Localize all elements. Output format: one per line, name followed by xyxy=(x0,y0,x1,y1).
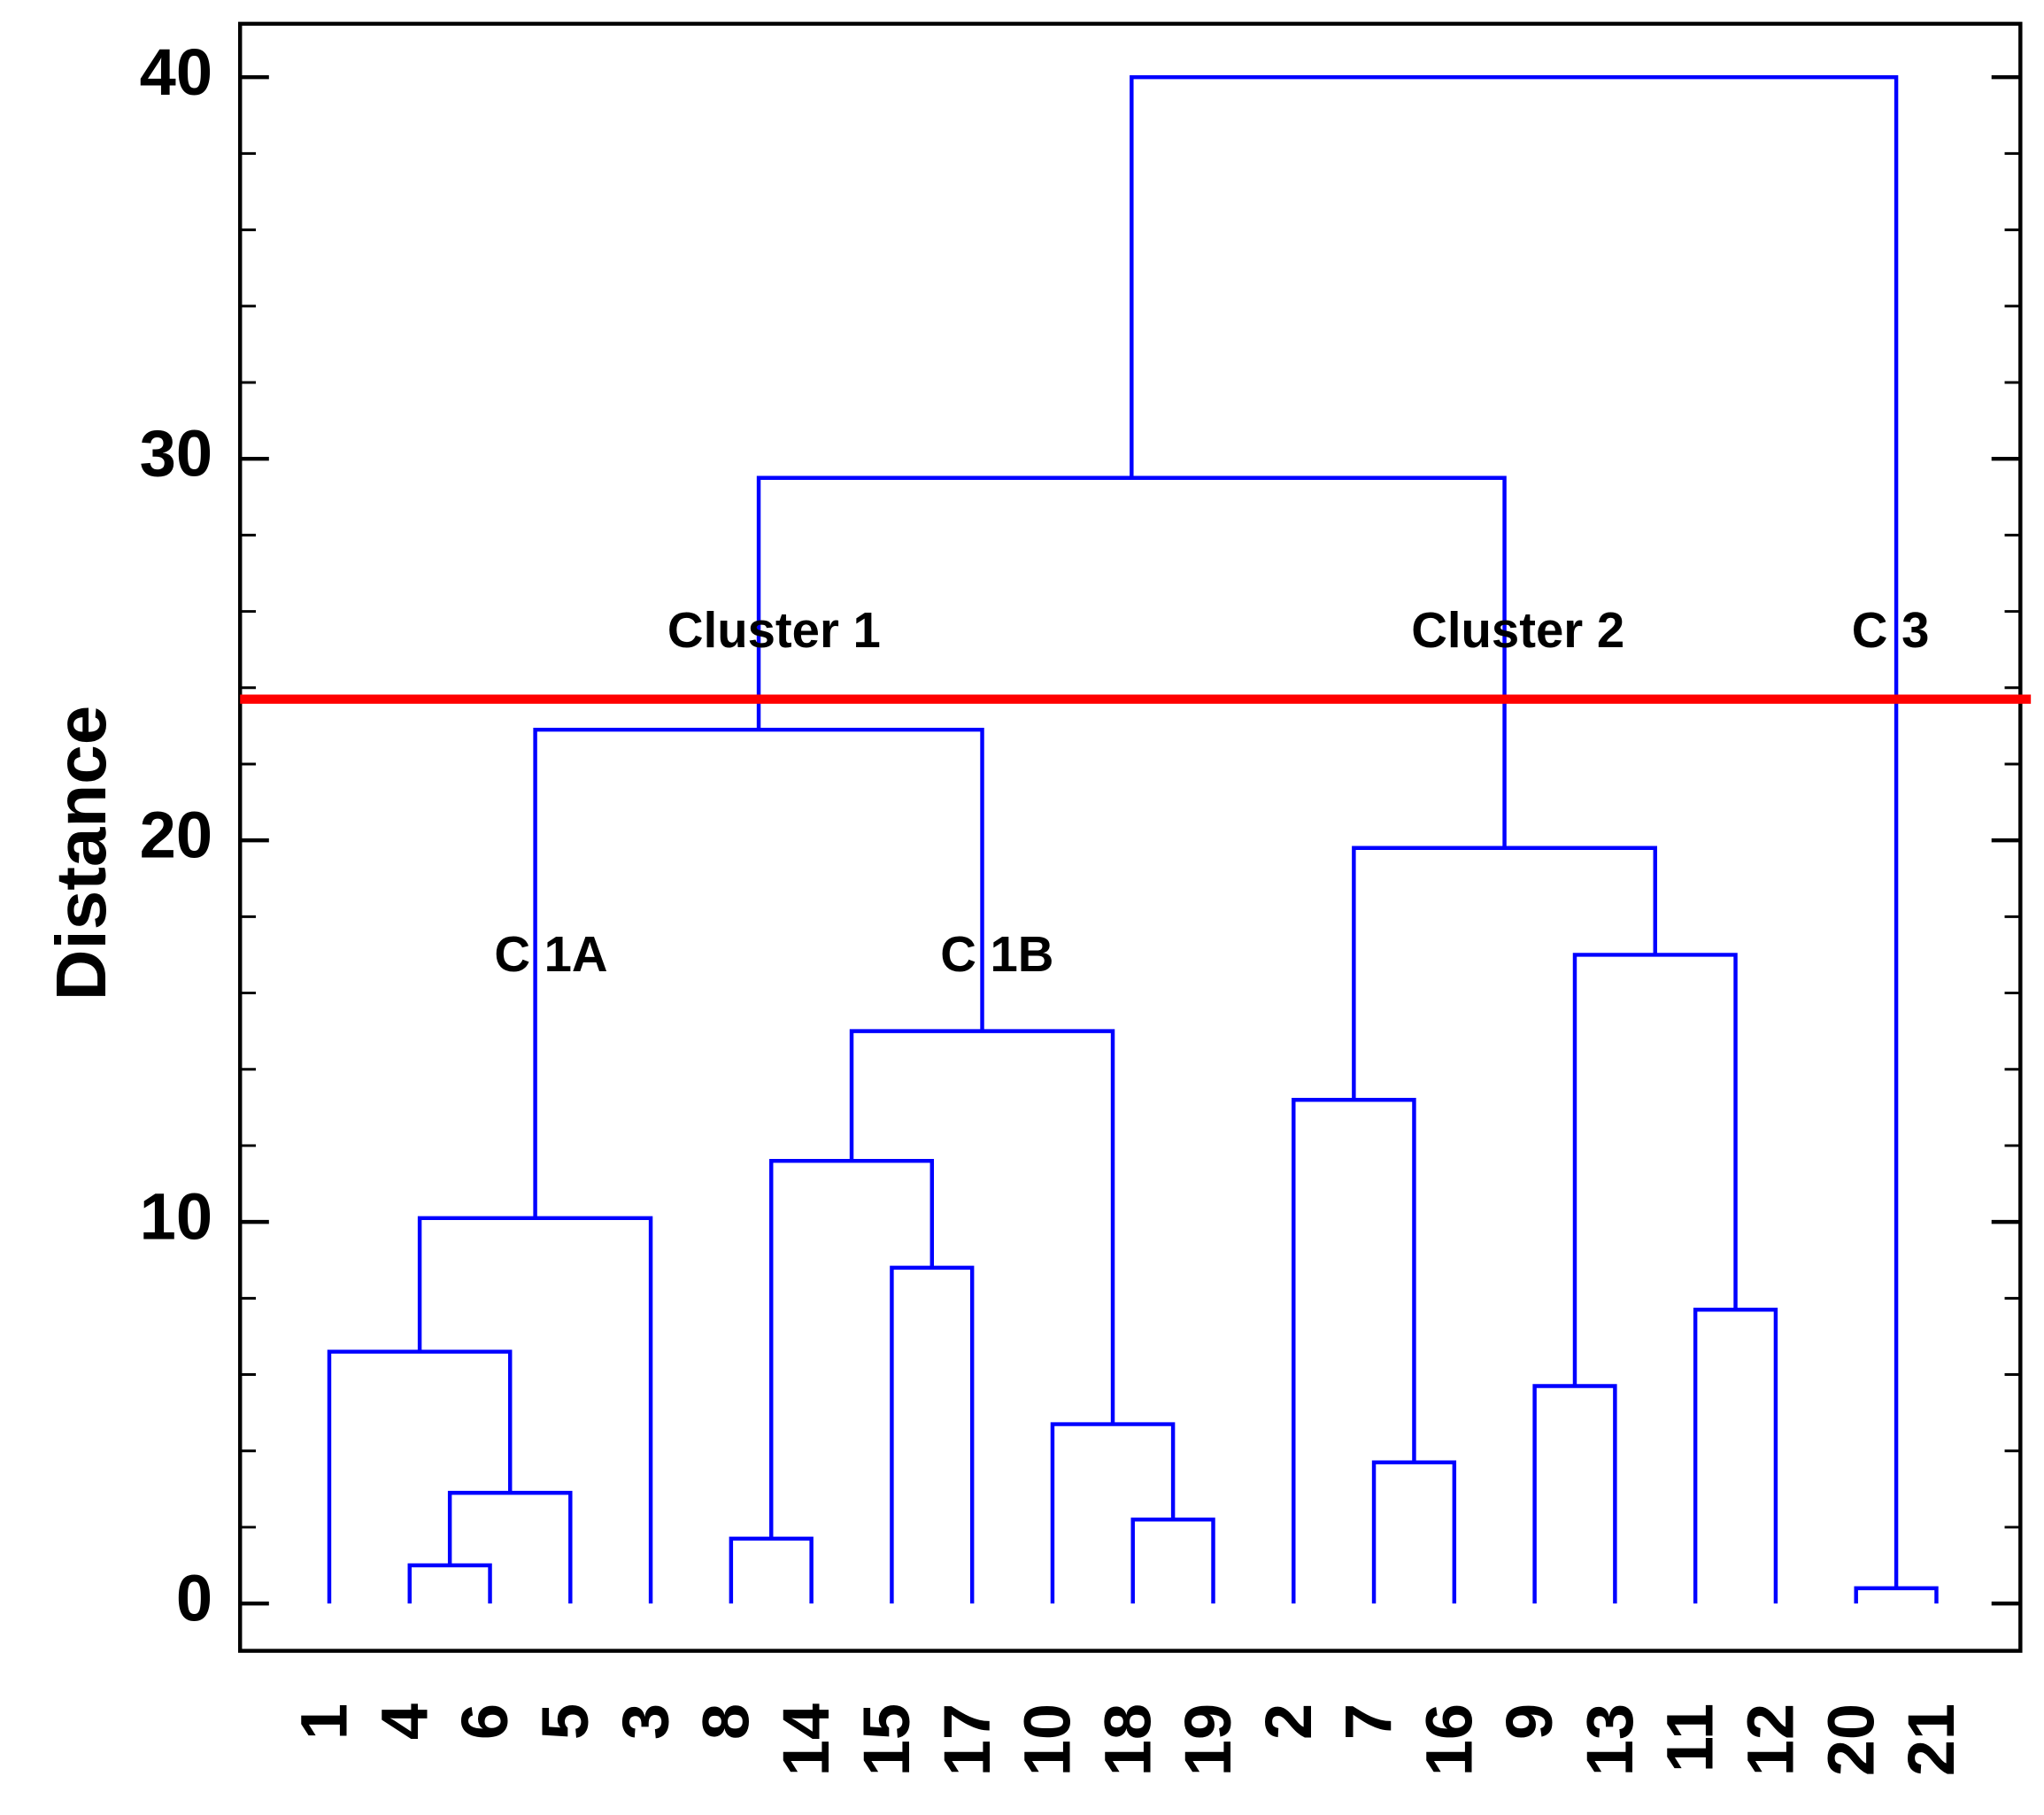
y-tick-label: 30 xyxy=(140,417,212,490)
dendrogram-link xyxy=(1371,1460,1457,1604)
dendrogram-link xyxy=(327,1349,513,1604)
dendrogram-link xyxy=(407,1563,492,1604)
leaf-label: 4 xyxy=(367,1703,441,1740)
dendrogram-link xyxy=(849,1029,1115,1425)
leaf-label: 9 xyxy=(1493,1703,1566,1740)
leaf-label: 14 xyxy=(769,1703,843,1776)
leaf-label: 17 xyxy=(930,1703,1004,1776)
dendrogram-link xyxy=(417,1216,653,1604)
leaf-label: 11 xyxy=(1654,1703,1727,1773)
plot-frame xyxy=(237,21,2023,1653)
dendrogram-link xyxy=(1693,1308,1778,1604)
y-tick-label: 40 xyxy=(140,35,212,109)
dendrogram-link xyxy=(769,1158,935,1539)
dendrogram-link xyxy=(1854,1586,1939,1604)
annotation: C 1B xyxy=(940,926,1053,982)
dendrogram-link xyxy=(729,1536,814,1604)
leaf-label: 18 xyxy=(1091,1703,1164,1776)
leaf-label: 1 xyxy=(288,1703,361,1740)
annotation: Cluster 2 xyxy=(1411,602,1624,658)
leaf-label: 16 xyxy=(1412,1703,1485,1776)
leaf-label: 21 xyxy=(1894,1703,1968,1776)
dendrogram-link xyxy=(1130,74,1899,1588)
annotation: Cluster 1 xyxy=(667,602,881,658)
leaf-label: 20 xyxy=(1814,1703,1887,1776)
leaf-label: 12 xyxy=(1734,1703,1808,1776)
dendrogram-link xyxy=(1532,1384,1617,1604)
dendrogram-link xyxy=(1352,846,1657,1101)
y-tick-label: 20 xyxy=(140,799,212,872)
leaf-label: 15 xyxy=(850,1703,923,1776)
dendrogram-link xyxy=(1572,953,1738,1386)
dendrogram-link xyxy=(1050,1422,1176,1604)
dendrogram-link xyxy=(890,1265,975,1604)
dendrogram-link xyxy=(756,475,1507,848)
y-axis-label: Distance xyxy=(42,706,120,1001)
leaf-label: 13 xyxy=(1573,1703,1647,1776)
leaf-label: 10 xyxy=(1011,1703,1084,1776)
y-tick-label: 0 xyxy=(176,1562,212,1635)
y-tick-label: 10 xyxy=(140,1180,212,1254)
leaf-label: 5 xyxy=(528,1703,602,1740)
annotation: C 3 xyxy=(1852,602,1930,658)
dendrogram-link xyxy=(1292,1098,1416,1604)
leaf-label: 2 xyxy=(1252,1703,1325,1740)
leaf-label: 7 xyxy=(1332,1703,1406,1740)
dendrogram-link xyxy=(1130,1518,1215,1604)
annotation: C 1A xyxy=(494,926,607,982)
leaf-label: 6 xyxy=(448,1703,521,1740)
leaf-label: 3 xyxy=(609,1703,683,1740)
leaf-label: 8 xyxy=(689,1703,762,1740)
dendrogram-link xyxy=(447,1490,573,1604)
leaf-label: 19 xyxy=(1171,1703,1245,1776)
